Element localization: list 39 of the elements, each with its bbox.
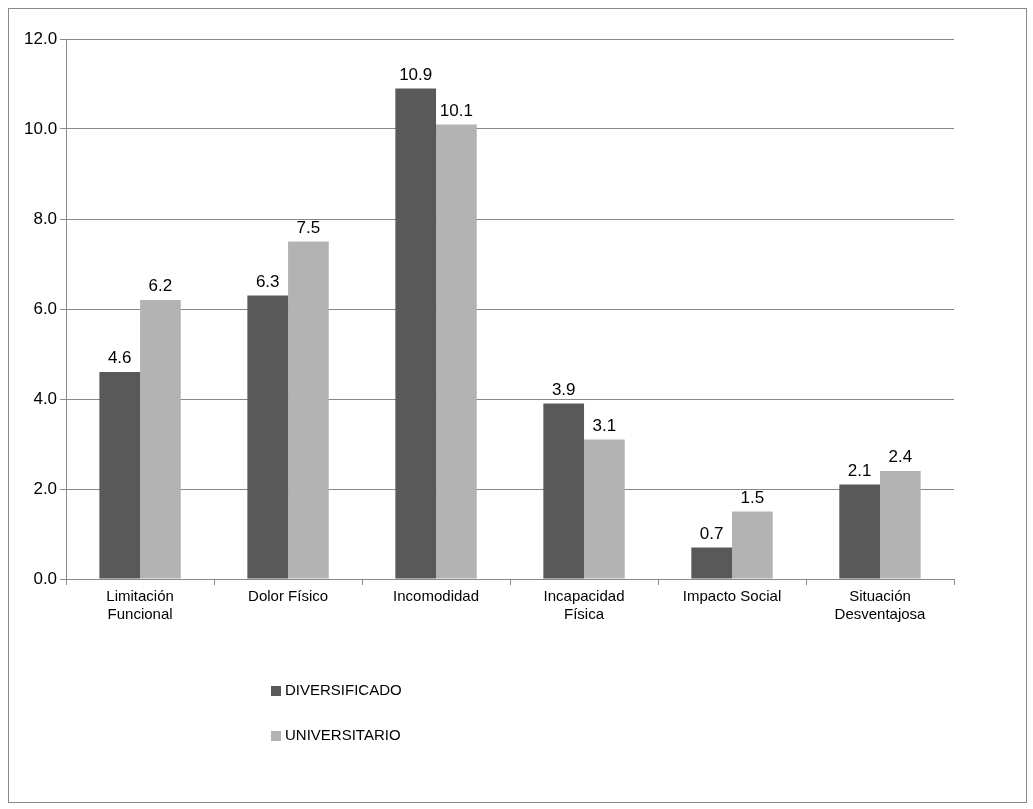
- bar: [247, 295, 289, 579]
- x-tick-label: Situación Desventajosa: [834, 587, 927, 623]
- legend-label: UNIVERSITARIO: [285, 726, 401, 744]
- data-label: 1.5: [740, 487, 765, 507]
- y-tick-label: 10.0: [23, 118, 58, 138]
- y-tick-label: 6.0: [33, 298, 58, 318]
- x-tick-label: Dolor Físico: [248, 587, 329, 605]
- x-tick-label: Limitación Funcional: [106, 587, 174, 623]
- bar: [732, 511, 773, 579]
- bar: [880, 471, 921, 579]
- legend-label: DIVERSIFICADO: [285, 681, 402, 699]
- y-tick-label: 8.0: [33, 208, 58, 228]
- bar: [839, 484, 881, 579]
- bar: [691, 547, 733, 579]
- y-tick-label: 4.0: [33, 388, 58, 408]
- data-label: 7.5: [296, 217, 321, 237]
- data-label: 2.1: [847, 460, 872, 480]
- bar: [140, 300, 181, 579]
- data-label: 3.9: [551, 379, 576, 399]
- x-tick-label: Incomodidad: [393, 587, 479, 605]
- bar: [543, 403, 585, 579]
- bar: [288, 241, 329, 579]
- data-label: 10.9: [399, 64, 433, 84]
- y-tick-label: 12.0: [23, 28, 58, 48]
- y-tick-label: 0.0: [33, 568, 58, 588]
- bar: [99, 372, 141, 579]
- y-tick-label: 2.0: [33, 478, 58, 498]
- bar: [436, 124, 477, 579]
- x-tick-label: Incapacidad Física: [543, 587, 625, 623]
- data-label: 4.6: [107, 348, 132, 368]
- data-label: 6.2: [148, 276, 173, 296]
- data-label: 0.7: [699, 523, 724, 543]
- data-label: 2.4: [888, 447, 913, 467]
- data-label: 10.1: [439, 100, 473, 120]
- bar: [395, 88, 437, 579]
- data-label: 3.1: [592, 415, 617, 435]
- data-label: 6.3: [255, 271, 280, 291]
- bar: [584, 439, 625, 579]
- x-tick-label: Impacto Social: [682, 587, 782, 605]
